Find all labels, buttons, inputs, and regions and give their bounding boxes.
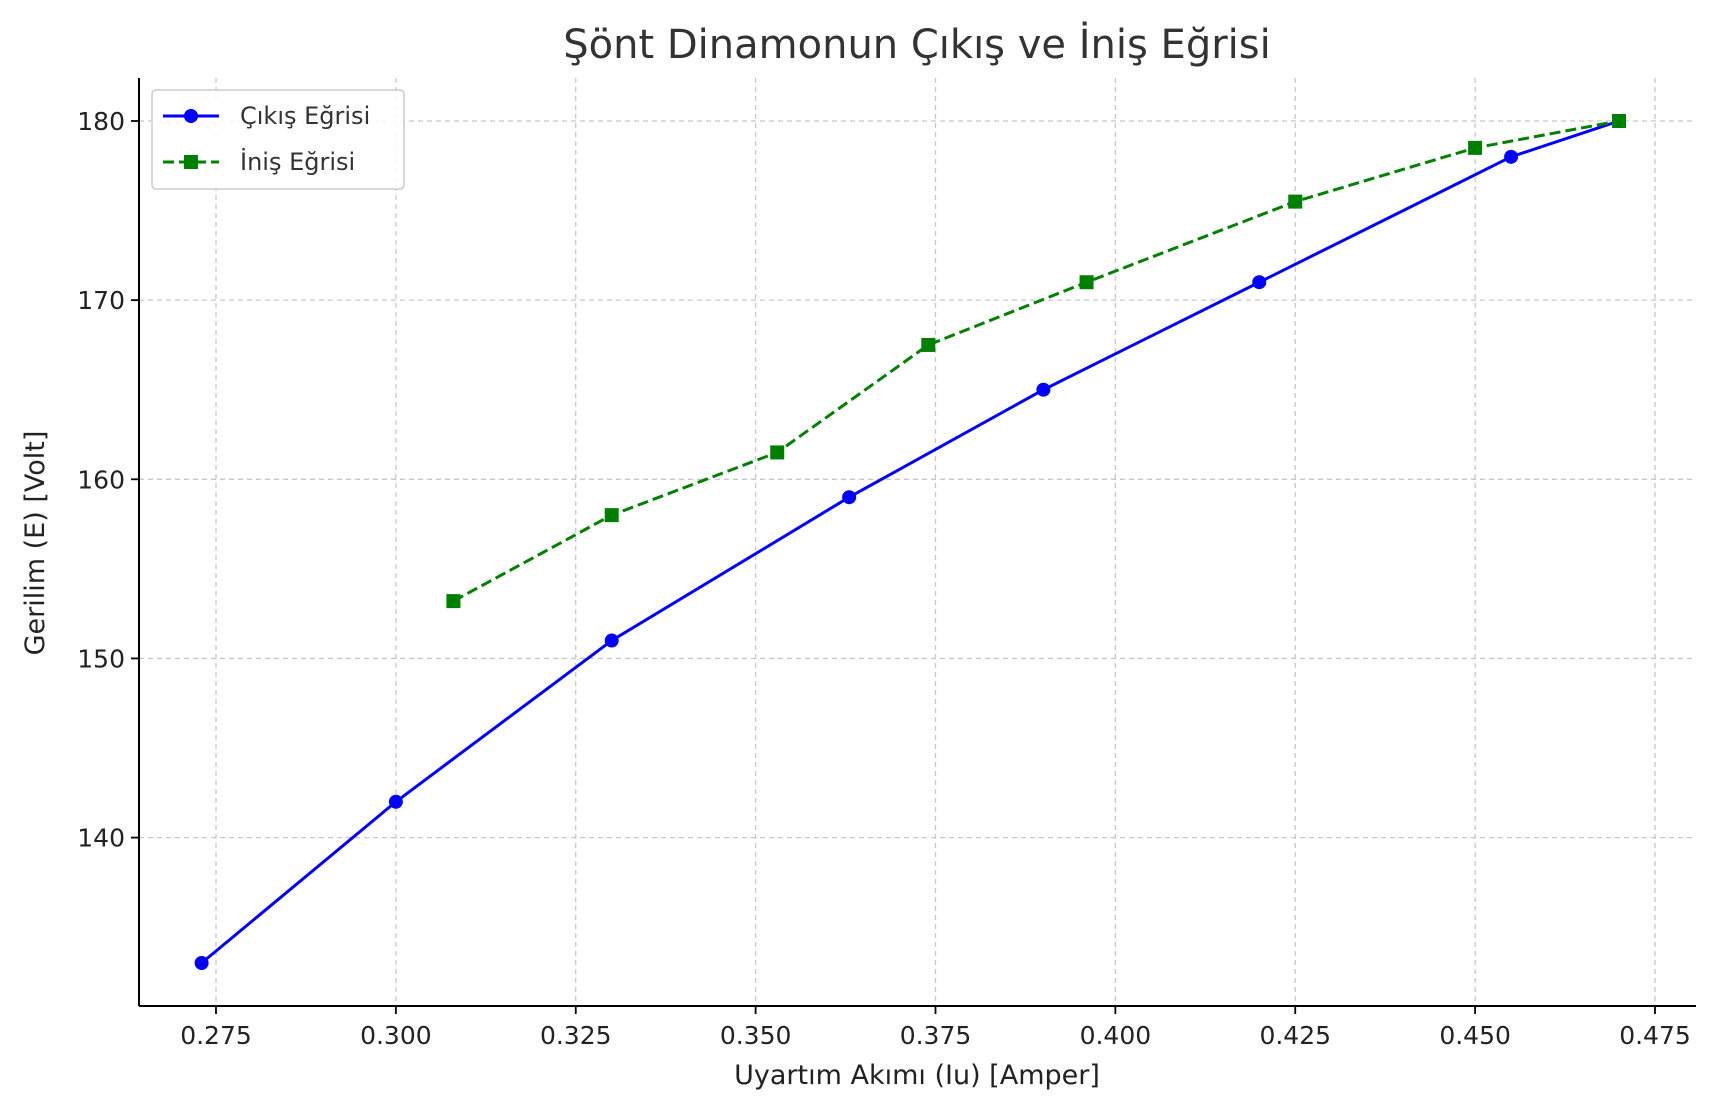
data-point — [1036, 382, 1051, 397]
data-point — [388, 794, 403, 809]
data-point — [604, 508, 619, 523]
data-point — [604, 633, 619, 648]
grid — [139, 78, 1696, 1006]
series-line — [200, 119, 1620, 965]
y-axis-ticks: 140 150 160 170 180 — [77, 107, 139, 853]
data-point — [446, 594, 461, 609]
x-tick-label: 0.400 — [1080, 1021, 1152, 1050]
data-point — [1612, 113, 1627, 128]
data-point — [1468, 140, 1483, 155]
legend-item-2: İniş Eğrisi — [163, 147, 355, 176]
legend-label: İniş Eğrisi — [240, 147, 355, 176]
data-point — [770, 445, 785, 460]
series-line — [452, 119, 1620, 603]
y-tick-label: 140 — [77, 824, 125, 853]
x-tick-label: 0.375 — [900, 1021, 972, 1050]
x-tick-label: 0.275 — [180, 1021, 252, 1050]
x-tick-label: 0.475 — [1619, 1021, 1691, 1050]
y-tick-label: 180 — [77, 107, 125, 136]
data-point — [1288, 194, 1303, 209]
x-axis-label: Uyartım Akımı (Iu) [Amper] — [734, 1060, 1100, 1091]
legend-marker — [184, 109, 198, 123]
data-point — [842, 490, 857, 505]
legend-marker — [184, 155, 198, 169]
legend-label: Çıkış Eğrisi — [240, 102, 370, 130]
plot-area — [194, 113, 1627, 971]
x-tick-label: 0.300 — [360, 1021, 432, 1050]
data-point — [194, 956, 209, 971]
x-tick-label: 0.425 — [1259, 1021, 1331, 1050]
chart-title: Şönt Dinamonun Çıkış ve İniş Eğrisi — [563, 20, 1270, 68]
x-axis-ticks: 0.275 0.300 0.325 0.350 0.375 0.400 0.425 0.450… — [180, 1006, 1691, 1050]
legend-item-1: Çıkış Eğrisi — [163, 102, 370, 130]
y-tick-label: 160 — [77, 465, 125, 494]
x-tick-label: 0.450 — [1439, 1021, 1511, 1050]
data-point — [1252, 275, 1267, 290]
axes — [138, 78, 1696, 1007]
y-tick-label: 170 — [77, 286, 125, 315]
legend: Çıkış Eğrisi İniş Eğrisi — [151, 89, 405, 190]
x-tick-label: 0.325 — [540, 1021, 612, 1050]
y-tick-label: 150 — [77, 644, 125, 673]
x-tick-label: 0.350 — [720, 1021, 792, 1050]
series-1 — [194, 113, 1627, 971]
y-axis-label: Gerilim (E) [Volt] — [20, 431, 51, 656]
series-2 — [446, 113, 1627, 609]
data-point — [1504, 149, 1519, 164]
data-point — [1079, 275, 1094, 290]
data-point — [921, 337, 936, 352]
